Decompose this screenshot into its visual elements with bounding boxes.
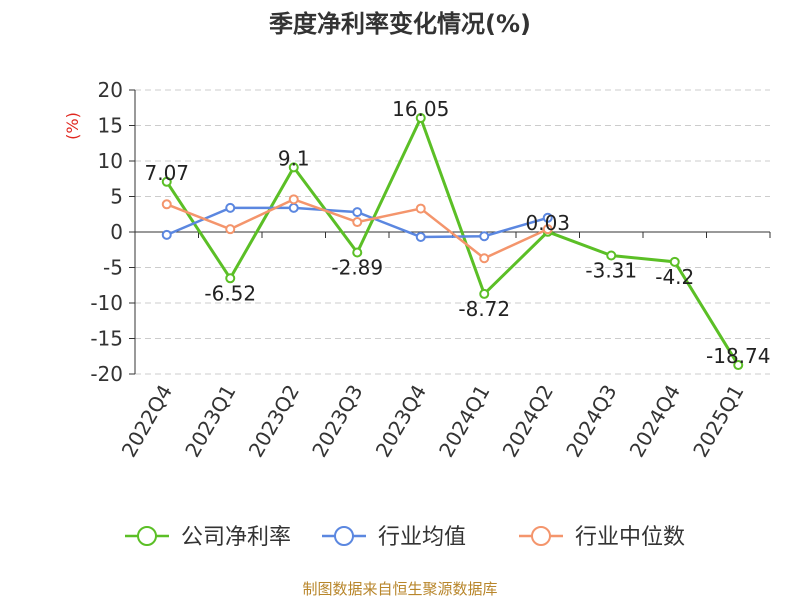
x-tick-label: 2023Q1 (180, 381, 240, 462)
legend-label: 行业中位数 (575, 525, 685, 550)
source-note: 制图数据来自恒生聚源数据库 (302, 580, 498, 598)
y-tick-label: 5 (110, 185, 123, 209)
series-point (415, 113, 426, 124)
data-label: -8.72 (458, 297, 510, 321)
y-tick-label: 0 (110, 220, 123, 244)
series-point (225, 273, 236, 284)
series-point (479, 231, 490, 242)
data-label: 7.07 (144, 161, 189, 185)
x-tick-label: 2023Q2 (244, 381, 304, 462)
y-tick-label: 15 (98, 114, 123, 138)
series-point (288, 194, 299, 205)
series-point (225, 224, 236, 235)
legend-label: 行业均值 (378, 525, 466, 550)
series-point (479, 253, 490, 264)
y-tick-label: -10 (90, 291, 123, 315)
series-point (415, 231, 426, 242)
series-point (288, 202, 299, 213)
x-tick-label: 2023Q3 (307, 381, 367, 462)
y-tick-label: -15 (90, 327, 123, 351)
y-axis-label: (%) (63, 112, 82, 140)
x-tick-label: 2024Q2 (498, 381, 558, 462)
data-label: 0.03 (525, 211, 570, 235)
data-label: -2.89 (331, 256, 383, 280)
legend-label: 公司净利率 (181, 525, 291, 550)
series-point (161, 199, 172, 210)
series-point (352, 217, 363, 228)
series-point (352, 247, 363, 258)
series-point (288, 162, 299, 173)
series-point (225, 202, 236, 213)
y-tick-label: 20 (98, 78, 123, 102)
data-label: 16.05 (392, 97, 449, 121)
y-tick-label: 10 (98, 149, 123, 173)
x-tick-label: 2023Q4 (371, 381, 431, 462)
series-point (352, 207, 363, 218)
x-tick-label: 2022Q4 (117, 381, 177, 462)
series-point (542, 224, 553, 235)
data-label: -3.31 (585, 259, 637, 283)
series-line (165, 114, 740, 366)
y-tick-label: -5 (103, 256, 123, 280)
series-point (415, 203, 426, 214)
x-tick-label: 2024Q1 (434, 381, 494, 462)
series-point (161, 229, 172, 240)
chart-title: 季度净利率变化情况(%) (269, 10, 531, 38)
series-point (479, 288, 490, 299)
data-label: 9.1 (278, 146, 310, 170)
data-label: -18.74 (706, 344, 770, 368)
series-point (733, 360, 744, 371)
legend-marker (334, 526, 354, 546)
y-tick-label: -20 (90, 362, 123, 386)
x-tick-label: 2025Q1 (688, 381, 748, 462)
legend-marker (137, 526, 157, 546)
x-tick-label: 2024Q3 (561, 381, 621, 462)
data-label: -4.2 (655, 265, 694, 289)
series-point (606, 250, 617, 261)
series-point (161, 176, 172, 187)
data-label: -6.52 (204, 281, 256, 305)
x-tick-label: 2024Q4 (625, 381, 685, 462)
series-point (542, 212, 553, 223)
legend-marker (531, 526, 551, 546)
series-point (669, 256, 680, 267)
